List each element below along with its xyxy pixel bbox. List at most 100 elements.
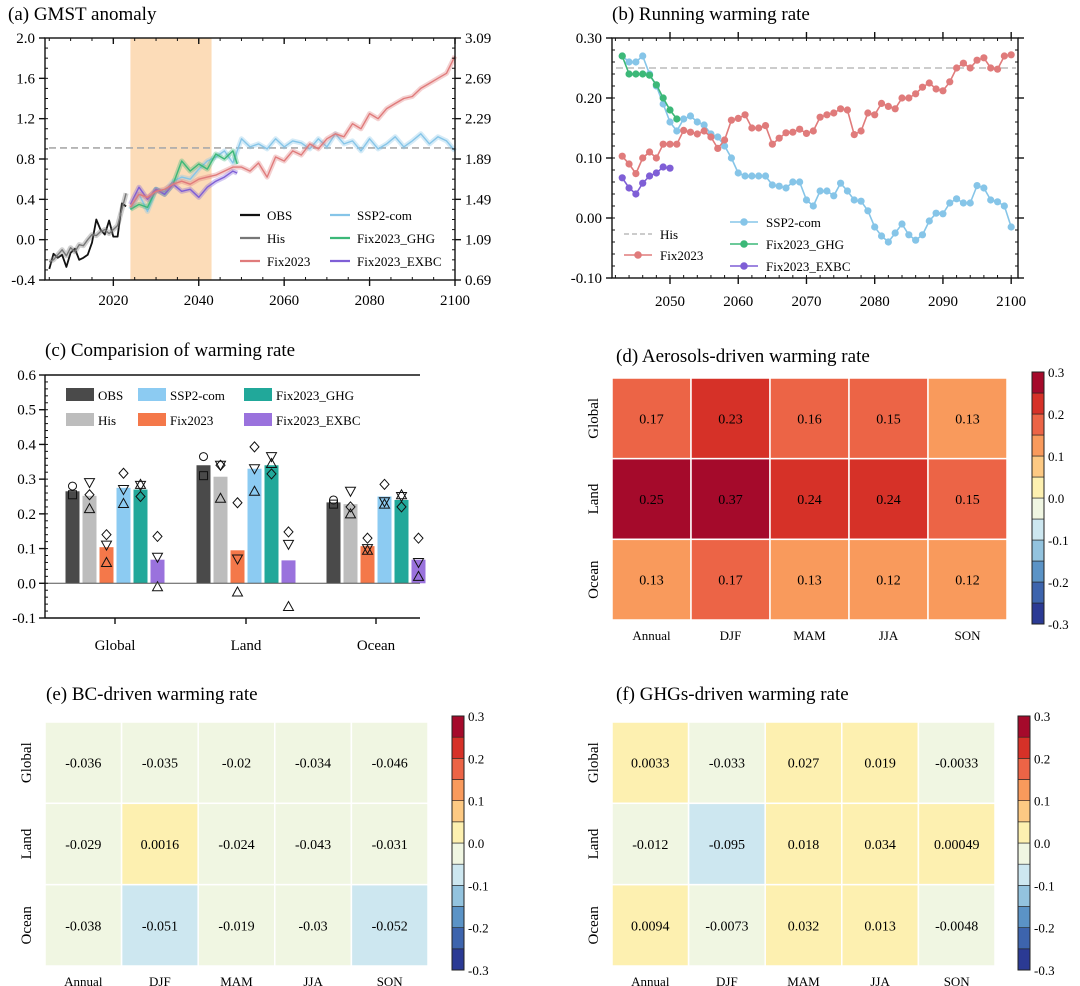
y-tick-label: -0.10 xyxy=(571,271,602,287)
marker-down-triangle xyxy=(412,557,425,569)
marker-up-triangle xyxy=(151,580,164,592)
data-point-fix2023 xyxy=(761,122,770,130)
data-point-ssp2-com xyxy=(775,182,783,190)
cell-value: 0.13 xyxy=(797,574,822,589)
colorbar-tick-label: 0.0 xyxy=(1048,491,1064,506)
data-point-fix2023 xyxy=(700,127,708,135)
data-point-ssp2-com xyxy=(693,118,701,126)
colorbar-tick-label: -0.3 xyxy=(1048,617,1069,632)
marker-diamond xyxy=(379,478,390,491)
series-line-his xyxy=(48,193,127,263)
legend-label-fix2023: Fix2023 xyxy=(170,413,213,428)
y2-tick-label: 2.29 xyxy=(465,112,491,128)
data-point-ssp2-com xyxy=(973,182,981,190)
colorbar-segment xyxy=(1017,906,1031,928)
colorbar-tick-label: 0.2 xyxy=(468,751,484,766)
bar-ssp2-com-global xyxy=(116,487,131,584)
panel-e-bc-heatmap: -0.036 -0.035 -0.02 -0.034 -0.046 -0.029 0.001… xyxy=(19,709,489,986)
cell-value: 0.24 xyxy=(876,493,901,508)
cell-value: -0.043 xyxy=(295,838,331,853)
marker-circle xyxy=(68,481,77,491)
cell-value: 0.25 xyxy=(639,493,664,508)
marker-down-triangle xyxy=(231,554,244,566)
data-point-ssp2-com xyxy=(700,121,708,129)
data-point-ssp2-com xyxy=(782,184,790,192)
cell-value: 0.00049 xyxy=(934,838,980,853)
data-point-fix2023 xyxy=(639,154,647,162)
data-point-fix2023 xyxy=(952,64,961,72)
cell-value: 0.013 xyxy=(864,919,896,934)
colorbar-frame xyxy=(1031,371,1045,625)
marker-up-triangle xyxy=(395,488,408,500)
colorbar-tick-label: 0.3 xyxy=(1048,365,1064,380)
bar-obs-global xyxy=(65,491,80,584)
heatmap-cell xyxy=(687,802,766,886)
heatmap-cell xyxy=(611,377,692,460)
data-point-fix2023 xyxy=(830,109,838,117)
marker-square xyxy=(68,490,77,500)
col-label: MAM xyxy=(787,974,820,986)
data-point-fix2023 xyxy=(782,129,790,137)
legend-label-ssp2-com: SSP2-com xyxy=(357,208,412,223)
data-point-fix2023 xyxy=(823,111,831,119)
data-point-fix2023 xyxy=(912,90,920,98)
marker-down-triangle xyxy=(214,460,227,472)
data-point-fix2023 xyxy=(707,133,715,141)
legend-label-obs: OBS xyxy=(267,208,292,223)
colorbar-segment xyxy=(1031,602,1045,625)
data-point-ssp2-com xyxy=(980,184,988,192)
y-tick-label: 0.4 xyxy=(17,437,36,453)
bar-fix2023-ocean xyxy=(360,546,375,584)
y-tick-label: 1.6 xyxy=(16,71,35,87)
colorbar-tick-label: -0.2 xyxy=(468,921,489,936)
y-tick-label: 0.1 xyxy=(17,542,36,558)
data-point-ssp2-com xyxy=(761,172,770,180)
colorbar-segment xyxy=(1031,434,1045,457)
heatmap-cell xyxy=(927,457,1008,541)
data-point-fix2023 xyxy=(727,116,736,124)
colorbar-tick-label: 0.1 xyxy=(1048,449,1064,464)
row-label: Ocean xyxy=(586,906,602,945)
colorbar-tick-label: 0.1 xyxy=(468,794,484,809)
panel-a-gmst-anomaly: -0.4 0.69 0.0 1.09 0.4 1.49 0.8 1.89 1.2 2.29 1.6 2… xyxy=(11,31,491,309)
marker-diamond xyxy=(283,526,294,538)
colorbar-segment xyxy=(451,842,465,865)
x-tick-label: 2090 xyxy=(928,294,958,310)
bar-his-land xyxy=(213,476,228,584)
col-label: Annual xyxy=(632,628,671,643)
cell-value: 0.032 xyxy=(788,919,820,934)
marker-up-triangle xyxy=(344,507,357,519)
colorbar-segment xyxy=(1017,800,1031,823)
data-point-ssp2-com xyxy=(891,229,899,237)
legend-label-fix2023: Fix2023 xyxy=(267,254,310,269)
cell-value: 0.0094 xyxy=(631,919,670,934)
marker-down-triangle xyxy=(248,464,261,475)
legend-label-fix2023_exbc: Fix2023_EXBC xyxy=(766,259,851,274)
data-point-fix2023 xyxy=(755,124,763,132)
data-point-ssp2-com xyxy=(946,199,954,207)
data-point-ssp2-com xyxy=(959,199,968,207)
cell-value: 0.23 xyxy=(718,412,743,427)
data-point-fix2023_ghg xyxy=(666,106,674,114)
heatmap-cell xyxy=(927,538,1008,621)
x-tick-label: 2100 xyxy=(996,294,1026,310)
col-label: SON xyxy=(954,628,981,643)
heatmap-cell xyxy=(690,457,771,541)
y2-tick-label: 1.09 xyxy=(465,233,491,249)
legend-swatch-ssp2-com xyxy=(138,388,166,401)
x-tick-label: 2080 xyxy=(355,293,385,309)
y2-tick-label: 3.09 xyxy=(465,31,491,47)
y-tick-label: 0.0 xyxy=(17,576,36,592)
data-point-fix2023 xyxy=(809,127,817,135)
colorbar-segment xyxy=(451,948,465,971)
x-tick-label: 2050 xyxy=(655,294,685,310)
series-line-fix2023_ghg xyxy=(130,150,238,211)
col-label: JJA xyxy=(870,974,890,986)
data-point-fix2023_exbc xyxy=(632,190,640,198)
cell-value: -0.095 xyxy=(709,838,745,853)
y-tick-label: 0.0 xyxy=(16,233,35,249)
data-point-fix2023_exbc xyxy=(625,184,633,192)
data-point-fix2023_ghg xyxy=(645,71,654,79)
colorbar-segment xyxy=(1017,821,1031,844)
